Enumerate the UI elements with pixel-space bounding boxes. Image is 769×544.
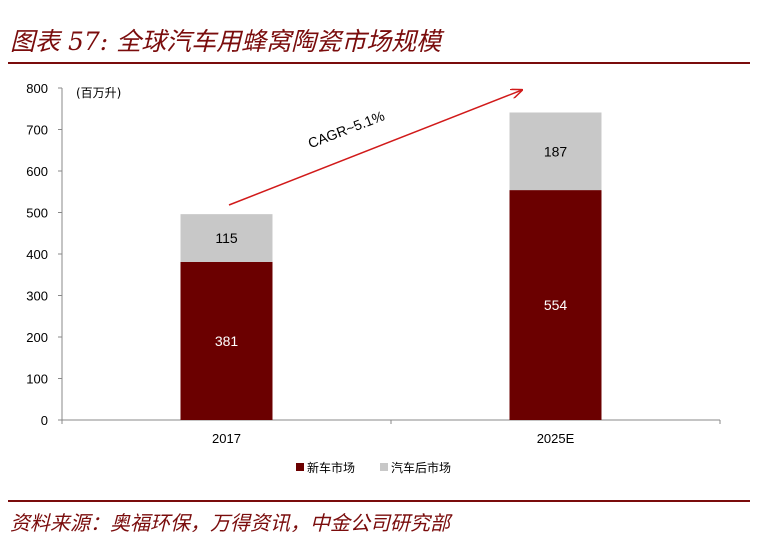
- y-tick-label: 800: [26, 81, 48, 96]
- bars: 381 115 554 187: [181, 112, 602, 420]
- y-tick-label: 0: [41, 413, 48, 428]
- legend-swatch: [296, 463, 304, 471]
- stacked-bar-chart: 0 100 200 300 400 500 600 700 800 (百万升) 381 115 55…: [0, 0, 769, 500]
- source-note: 资料来源：奥福环保，万得资讯，中金公司研究部: [10, 507, 450, 536]
- y-tick-label: 400: [26, 247, 48, 262]
- source-divider: [8, 500, 750, 502]
- cagr-annotation: CAGR~5.1%: [306, 107, 387, 151]
- data-label: 381: [215, 333, 239, 349]
- x-tick-label: 2017: [212, 431, 241, 446]
- data-label: 554: [544, 297, 568, 313]
- legend: 新车市场 汽车后市场: [296, 460, 451, 475]
- y-tick-label: 200: [26, 330, 48, 345]
- legend-label: 汽车后市场: [391, 460, 451, 475]
- x-tick-label: 2025E: [537, 431, 575, 446]
- y-axis-ticks: 0 100 200 300 400 500 600 700 800: [26, 81, 62, 428]
- data-label: 115: [215, 230, 238, 246]
- unit-label: (百万升): [76, 86, 121, 100]
- data-label: 187: [544, 143, 568, 159]
- y-tick-label: 100: [26, 372, 48, 387]
- y-tick-label: 600: [26, 164, 48, 179]
- cagr-arrow: [229, 90, 522, 205]
- legend-swatch: [380, 463, 388, 471]
- y-tick-label: 500: [26, 206, 48, 221]
- y-tick-label: 300: [26, 289, 48, 304]
- legend-label: 新车市场: [307, 460, 355, 475]
- x-axis-ticks: 2017 2025E: [62, 420, 720, 446]
- y-tick-label: 700: [26, 123, 48, 138]
